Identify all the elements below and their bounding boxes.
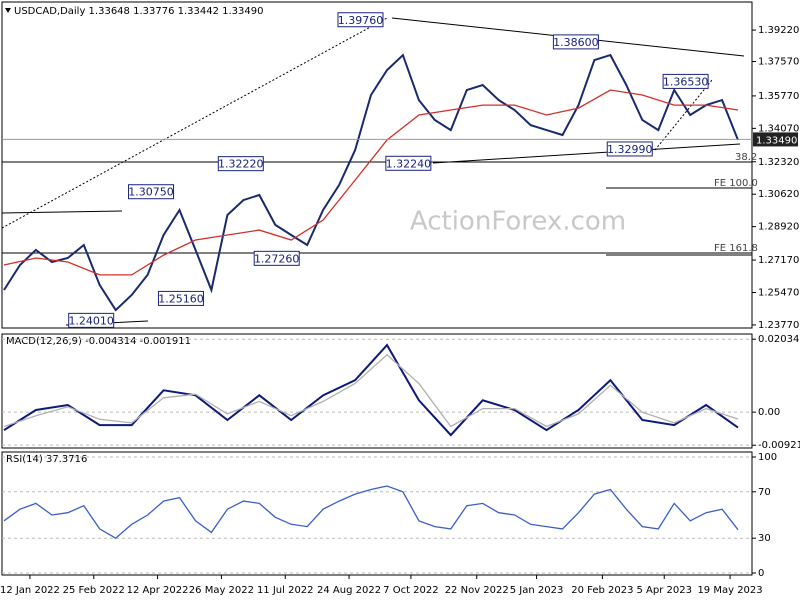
price-label-box [253,250,300,266]
price-label: 1.39760 [338,14,384,27]
x-tick-label: 19 May 2023 [697,585,762,596]
x-tick-label: 7 Oct 2022 [383,585,438,596]
trend-line [1,17,388,229]
series-line [3,485,739,539]
y-tick-label: 1.27170 [758,255,799,266]
chart-title: USDCAD,Daily 1.33648 1.33776 1.33442 1.3… [14,6,264,17]
x-tick-label: 26 May 2022 [189,585,254,596]
y-tick-label: -0.009215 [758,440,800,451]
series-line [3,343,739,437]
rsi-panel [1,451,753,576]
price-label-box [68,312,115,328]
x-tick-label: 5 Jan 2023 [510,585,564,596]
fib-label: 38.2 [735,152,757,163]
y-tick-label: 0.00 [758,407,780,418]
x-tick-label: 5 Apr 2023 [636,585,691,596]
y-tick-label: 1.35770 [758,91,799,102]
price-label: 1.32240 [386,157,432,170]
y-tick-label: 70 [758,487,771,498]
x-tick-label: 25 Feb 2022 [63,585,125,596]
rsi-title: RSI(14) 37.3716 [6,454,87,465]
y-tick-label: 1.34070 [758,123,799,134]
price-label-box [662,73,709,89]
series-line [3,53,739,312]
price-label-box [337,12,384,28]
last-price-box [753,132,798,147]
y-tick-label: 0 [758,568,764,579]
y-tick-label: 1.23770 [758,320,799,331]
y-tick-label: 1.30620 [758,189,799,200]
y-tick-label: 100 [758,452,777,463]
price-label-box [552,34,599,50]
last-price-label: 1.33490 [756,135,797,146]
y-tick-label: 1.25470 [758,287,799,298]
x-tick-label: 12 Apr 2022 [127,585,189,596]
price-label-box [385,155,432,171]
price-label: 1.27260 [254,252,300,265]
price-panel [1,1,753,329]
y-tick-label: 1.28920 [758,222,799,233]
y-tick-label: 1.37570 [758,57,799,68]
trend-line [1,210,123,214]
x-tick-label: 12 Jan 2022 [0,585,60,596]
series-line [3,89,739,276]
price-label: 1.32990 [607,143,653,156]
price-label: 1.38600 [553,36,599,49]
watermark: ActionForex.com [410,207,626,237]
trend-line [654,79,713,151]
price-label: 1.25160 [158,292,204,305]
y-tick-label: 0.020349 [758,334,800,345]
series-line [3,353,739,428]
fib-label: FE 100.0 [714,178,758,189]
menu-icon [5,8,11,13]
price-label: 1.36530 [663,75,709,88]
x-tick-label: 22 Nov 2022 [445,585,509,596]
price-label-box [157,290,204,306]
macd-panel [1,333,753,449]
y-tick-label: 30 [758,533,771,544]
price-label-box [217,156,264,172]
trend-line [432,143,741,164]
y-tick-label: 1.32320 [758,157,799,168]
price-label: 1.30750 [128,186,174,199]
price-label: 1.32220 [218,158,264,171]
macd-title: MACD(12,26,9) -0.004314 -0.001911 [6,336,191,347]
price-label-box [128,184,175,200]
price-label: 1.24010 [68,314,114,327]
y-tick-label: 1.39220 [758,25,799,36]
price-label-box [606,141,653,157]
x-tick-label: 20 Feb 2023 [571,585,633,596]
fib-label: FE 161.8 [714,243,758,254]
x-tick-label: 11 Jul 2022 [257,585,314,596]
x-tick-label: 24 Aug 2022 [317,585,381,596]
